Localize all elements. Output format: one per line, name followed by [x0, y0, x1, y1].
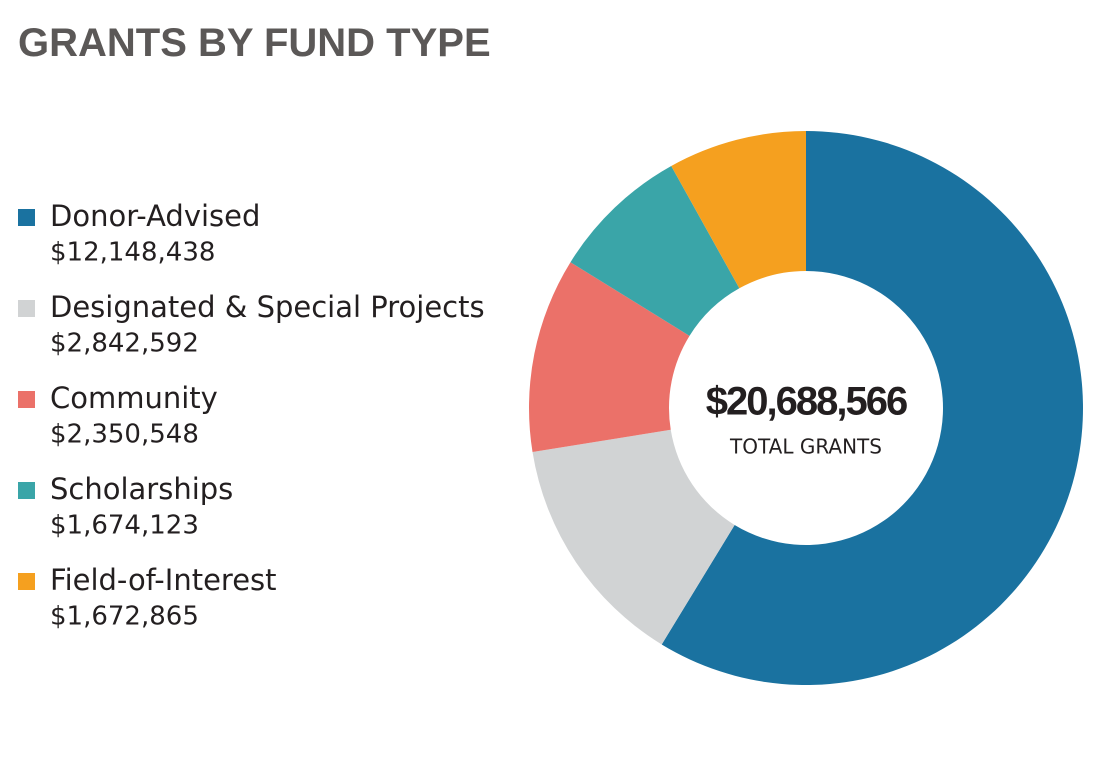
legend-swatch: [18, 391, 35, 408]
donut-slice: [570, 165, 740, 336]
chart-title: GRANTS BY FUND TYPE: [18, 21, 491, 65]
legend-label: Designated & Special Projects: [50, 290, 485, 324]
legend-value: $1,672,865: [50, 602, 199, 632]
donut-slice: [532, 429, 735, 645]
donut-slice: [661, 131, 1083, 685]
center-label: $20,688,566: [706, 380, 907, 424]
center-sublabel: TOTAL GRANTS: [729, 435, 882, 459]
legend-swatch: [18, 482, 35, 499]
legend-value: $12,148,438: [50, 238, 215, 268]
donut-slice: [671, 131, 806, 289]
legend-value: $1,674,123: [50, 511, 199, 541]
legend-value: $2,350,548: [50, 420, 199, 450]
legend-swatch: [18, 573, 35, 590]
legend-label: Community: [50, 381, 218, 415]
legend-label: Donor-Advised: [50, 199, 260, 233]
legend-swatch: [18, 209, 35, 226]
legend-label: Scholarships: [50, 472, 233, 506]
legend-label: Field-of-Interest: [50, 563, 277, 597]
legend-swatch: [18, 300, 35, 317]
donut-slice: [529, 262, 690, 453]
legend-value: $2,842,592: [50, 329, 199, 359]
